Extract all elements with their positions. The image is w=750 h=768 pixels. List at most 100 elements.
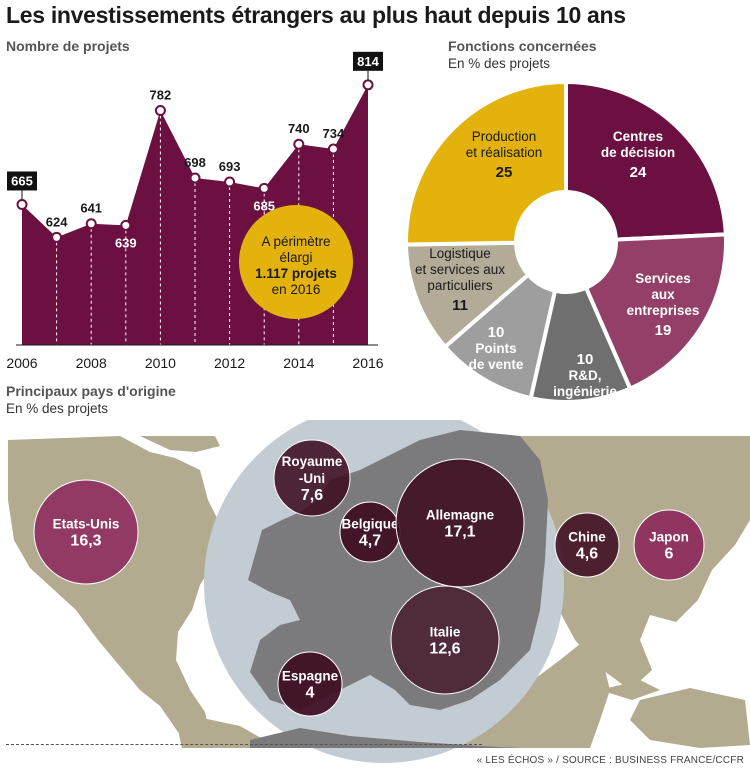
data-point bbox=[51, 231, 63, 243]
country-value-label: 16,3 bbox=[70, 533, 101, 550]
countries-map-subtitle: Principaux pays d'origine bbox=[6, 383, 176, 399]
slice-value-label: 10 bbox=[577, 351, 594, 368]
slice-value-label: 25 bbox=[496, 164, 513, 181]
slice-name-label: et services aux bbox=[415, 262, 505, 277]
bottom-dashed-divider bbox=[6, 744, 482, 745]
country-value-label: 6 bbox=[665, 546, 674, 563]
donut-slice bbox=[564, 79, 728, 242]
data-point bbox=[293, 138, 305, 150]
slice-name-label: de vente bbox=[469, 357, 524, 372]
slice-name-label: Services bbox=[635, 271, 691, 286]
x-tick-label: 2016 bbox=[352, 355, 383, 371]
annotation-line-3: 1.117 projets bbox=[255, 266, 337, 281]
slice-name-label: et réalisation bbox=[466, 145, 543, 160]
slice-name-label: ingénierie bbox=[553, 384, 617, 399]
slice-value-label: 10 bbox=[488, 324, 505, 341]
data-point bbox=[120, 219, 132, 231]
donut-slice bbox=[583, 232, 728, 392]
south-east-asia-islands bbox=[600, 680, 660, 700]
data-value-label: 685 bbox=[253, 198, 275, 213]
countries-unit-note: En % des projets bbox=[6, 401, 109, 416]
slice-name-label: de décision bbox=[601, 145, 675, 160]
data-value-label: 734 bbox=[323, 126, 345, 141]
oceania-landmass bbox=[630, 688, 750, 748]
data-value-label: 698 bbox=[184, 155, 206, 170]
slice-value-label: 19 bbox=[655, 322, 672, 339]
country-bubble bbox=[33, 479, 139, 585]
annotation-line-1: A périmètre bbox=[261, 234, 330, 249]
country-name-label: Espagne bbox=[282, 669, 339, 684]
x-tick-label: 2012 bbox=[214, 355, 245, 371]
x-tick-label: 2006 bbox=[6, 355, 37, 371]
slice-name-label: Production bbox=[472, 129, 537, 144]
north-africa-landmass bbox=[250, 728, 520, 748]
data-point bbox=[154, 105, 166, 117]
data-value-label: 665 bbox=[11, 173, 33, 188]
data-point bbox=[258, 182, 270, 194]
data-value-label: 641 bbox=[80, 201, 102, 216]
country-name-label: Etats-Unis bbox=[53, 517, 120, 532]
data-value-label: 639 bbox=[115, 235, 137, 250]
donut-slice bbox=[404, 79, 568, 247]
country-bubble bbox=[633, 509, 705, 581]
donut-slice bbox=[403, 240, 532, 350]
annotation-line-4: en 2016 bbox=[272, 282, 321, 297]
slice-value-label: 24 bbox=[630, 164, 647, 181]
highlight-label-box bbox=[353, 51, 383, 71]
country-value-label: 17,1 bbox=[444, 524, 475, 541]
data-point bbox=[327, 143, 339, 155]
data-value-label: 814 bbox=[357, 54, 379, 69]
asia-landmass bbox=[520, 436, 750, 690]
country-name-label: Royaume bbox=[282, 454, 343, 469]
country-bubble bbox=[395, 458, 525, 588]
country-name-label: Italie bbox=[430, 625, 461, 640]
slice-name-label: Centres bbox=[613, 129, 663, 144]
north-america-landmass bbox=[8, 436, 222, 748]
country-name-label: Chine bbox=[568, 530, 606, 545]
slice-value-label: 11 bbox=[452, 297, 468, 314]
country-value-label: 7,6 bbox=[301, 487, 323, 504]
country-bubble bbox=[273, 439, 351, 517]
data-value-label: 624 bbox=[46, 214, 68, 229]
slice-name-label: entreprises bbox=[627, 303, 700, 318]
country-bubble bbox=[390, 585, 500, 695]
projects-chart-subtitle: Nombre de projets bbox=[6, 38, 130, 54]
slice-name-label: Points bbox=[475, 341, 516, 356]
country-bubble bbox=[277, 651, 343, 717]
annotation-line-2: élargi bbox=[279, 250, 312, 265]
chart-title: Les investissements étrangers au plus ha… bbox=[6, 2, 626, 28]
data-point bbox=[16, 198, 28, 210]
country-value-label: 12,6 bbox=[429, 641, 460, 658]
data-point bbox=[362, 79, 374, 91]
country-value-label: 4,6 bbox=[576, 546, 598, 563]
country-name-label: Japon bbox=[649, 530, 689, 545]
highlight-label-box bbox=[7, 171, 37, 191]
annotation-bubble bbox=[239, 205, 353, 319]
northern-islands-landmass bbox=[140, 436, 220, 452]
country-name-label: -Uni bbox=[299, 471, 325, 486]
slice-name-label: particuliers bbox=[427, 278, 493, 293]
x-tick-label: 2008 bbox=[76, 355, 107, 371]
south-america-landmass bbox=[178, 715, 268, 748]
data-value-label: 782 bbox=[150, 88, 172, 103]
data-value-label: 693 bbox=[219, 159, 241, 174]
slice-name-label: R&D, bbox=[569, 368, 602, 383]
functions-chart-subtitle: Fonctions concernées bbox=[448, 38, 597, 54]
data-point bbox=[224, 176, 236, 188]
slice-name-label: Logistique bbox=[429, 246, 491, 261]
country-value-label: 4,7 bbox=[359, 533, 381, 550]
data-point bbox=[85, 218, 97, 230]
source-credit: « LES ÉCHOS » / SOURCE : BUSINESS FRANCE… bbox=[476, 755, 744, 766]
x-tick-label: 2014 bbox=[283, 355, 314, 371]
slice-name-label: aux bbox=[651, 287, 675, 302]
data-point bbox=[189, 172, 201, 184]
data-value-label: 740 bbox=[288, 121, 310, 136]
x-tick-label: 2010 bbox=[145, 355, 176, 371]
country-bubble bbox=[554, 512, 620, 578]
country-value-label: 4 bbox=[306, 685, 315, 702]
country-name-label: Allemagne bbox=[426, 508, 495, 523]
functions-unit-note: En % des projets bbox=[448, 56, 551, 71]
